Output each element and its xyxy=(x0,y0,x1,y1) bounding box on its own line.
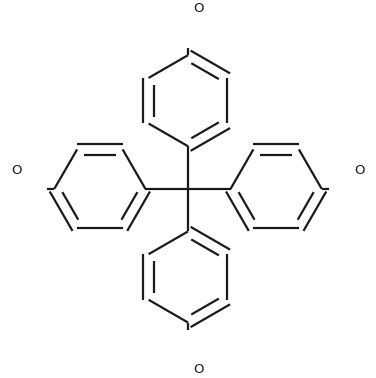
Text: O: O xyxy=(194,2,204,15)
Text: O: O xyxy=(12,164,22,177)
Text: O: O xyxy=(354,164,364,177)
Text: O: O xyxy=(194,363,204,376)
